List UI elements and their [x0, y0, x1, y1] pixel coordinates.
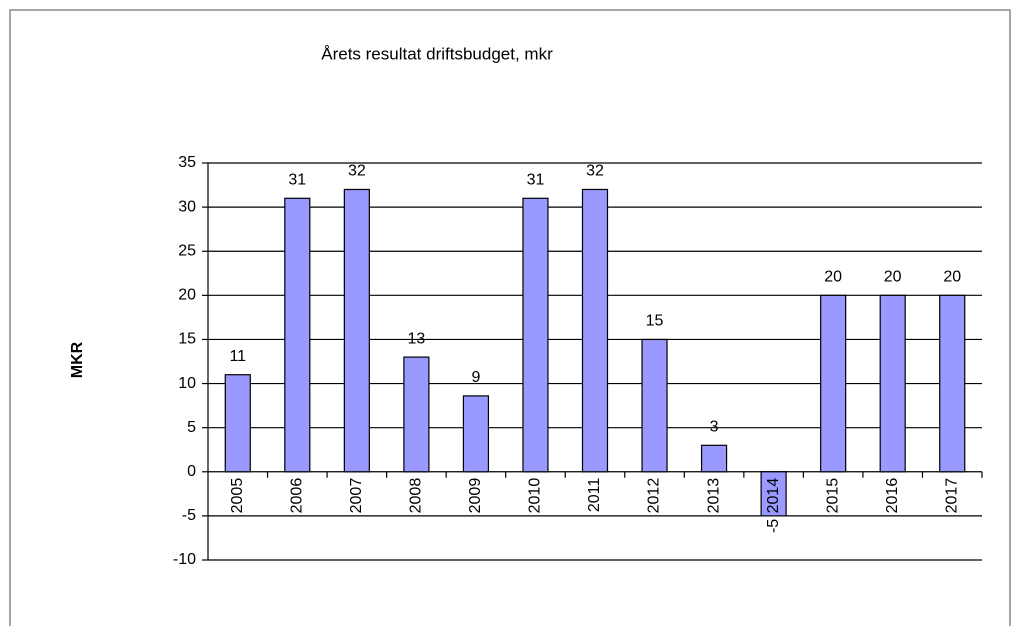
bar — [760, 471, 787, 517]
y-tick-label: 20 — [178, 287, 196, 304]
x-tick-label: 2007 — [348, 478, 365, 514]
y-tick-label: 5 — [187, 419, 196, 436]
x-tick-label: 2009 — [467, 478, 484, 514]
y-tick-label: 0 — [187, 463, 196, 480]
data-label: 20 — [943, 269, 961, 286]
bar — [820, 294, 847, 473]
bar — [581, 188, 609, 473]
x-tick-label: 2013 — [705, 478, 722, 514]
y-tick-label: -5 — [182, 507, 196, 524]
x-tick-label: 2008 — [408, 478, 425, 514]
bar — [700, 444, 728, 473]
data-label: 20 — [884, 269, 902, 286]
x-tick-label: 2015 — [824, 478, 841, 514]
data-label: 31 — [288, 172, 306, 189]
data-label: 32 — [348, 163, 366, 180]
data-label: 31 — [527, 172, 545, 189]
data-label: 13 — [407, 330, 425, 347]
data-label: 9 — [471, 369, 480, 386]
data-label: -5 — [765, 519, 782, 533]
bar — [522, 197, 549, 473]
bar — [403, 356, 430, 473]
x-tick-label: 2011 — [586, 478, 603, 513]
bar — [343, 188, 370, 473]
data-label: 3 — [710, 419, 719, 436]
data-label: 20 — [824, 269, 842, 286]
x-tick-label: 2010 — [527, 478, 544, 514]
bar — [224, 374, 251, 473]
bar — [462, 395, 490, 473]
y-tick-label: 30 — [178, 198, 196, 215]
x-tick-label: 2016 — [884, 478, 901, 514]
data-label: 32 — [586, 163, 604, 180]
x-tick-label: 2005 — [229, 478, 246, 514]
bar — [641, 338, 668, 473]
data-label: 11 — [229, 348, 246, 365]
y-tick-label: 10 — [178, 375, 196, 392]
y-axis-label: MKR — [69, 341, 86, 378]
chart-title: Årets resultat driftsbudget, mkr — [321, 44, 553, 63]
bar — [284, 197, 311, 473]
y-tick-label: 35 — [178, 154, 196, 171]
x-tick-label: 2017 — [943, 478, 960, 514]
y-tick-label: 25 — [178, 242, 196, 259]
x-tick-label: 2014 — [765, 478, 782, 514]
x-tick-label: 2006 — [289, 478, 306, 514]
bar — [939, 294, 966, 473]
x-tick-label: 2012 — [646, 478, 663, 514]
frame — [9, 9, 1011, 626]
y-tick-label: 15 — [178, 331, 196, 348]
data-label: 15 — [646, 313, 664, 330]
y-tick-label: -10 — [173, 551, 196, 568]
bar — [879, 294, 906, 473]
